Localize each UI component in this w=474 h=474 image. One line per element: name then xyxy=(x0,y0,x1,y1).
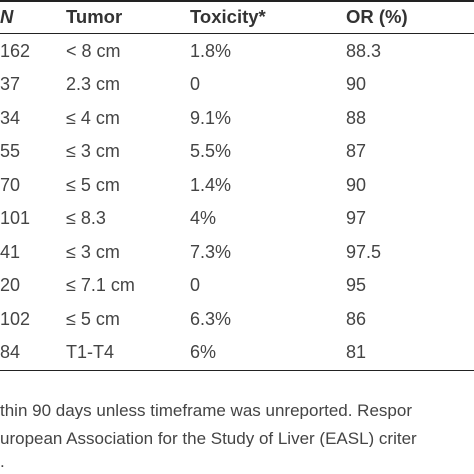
cell-or: 95 xyxy=(346,275,367,296)
cell-n: 84 xyxy=(0,342,21,363)
cell-n: 55 xyxy=(0,141,21,162)
cell-tumor: ≤ 7.1 cm xyxy=(66,275,135,296)
table-row: 162 < 8 cm 1.8% 88.3 xyxy=(0,34,474,68)
cell-toxicity: 5.5% xyxy=(190,141,232,162)
cell-or: 81 xyxy=(346,342,367,363)
cell-or: 90 xyxy=(346,74,367,95)
cell-n: 41 xyxy=(0,241,21,262)
header-or: OR (%) xyxy=(346,5,408,27)
table-row: 55 ≤ 3 cm 5.5% 87 xyxy=(0,135,474,169)
cell-tumor: ≤ 4 cm xyxy=(66,107,120,128)
cell-toxicity: 7.3% xyxy=(190,241,232,262)
header-rule xyxy=(0,33,474,34)
cell-n: 102 xyxy=(0,308,31,329)
cell-tumor: < 8 cm xyxy=(66,40,121,61)
cell-or: 88 xyxy=(346,107,367,128)
cell-n: 162 xyxy=(0,40,31,61)
cell-n: 20 xyxy=(0,275,21,296)
header-n: N xyxy=(0,5,14,27)
cell-toxicity: 0 xyxy=(190,275,201,296)
cell-or: 97.5 xyxy=(346,241,382,262)
table-row: 34 ≤ 4 cm 9.1% 88 xyxy=(0,101,474,135)
cell-or: 90 xyxy=(346,174,367,195)
cell-tumor: T1-T4 xyxy=(66,342,115,363)
table-header-row: N Tumor Toxicity* OR (%) xyxy=(0,0,474,34)
table-row: 101 ≤ 8.3 4% 97 xyxy=(0,202,474,236)
cell-n: 34 xyxy=(0,107,21,128)
cell-toxicity: 1.4% xyxy=(190,174,232,195)
cell-toxicity: 6% xyxy=(190,342,217,363)
cell-n: 37 xyxy=(0,74,21,95)
table-row: 41 ≤ 3 cm 7.3% 97.5 xyxy=(0,235,474,269)
cell-toxicity: 4% xyxy=(190,208,217,229)
cell-tumor: ≤ 3 cm xyxy=(66,141,120,162)
cell-or: 87 xyxy=(346,141,367,162)
table-bottom-rule xyxy=(0,370,474,371)
table-top-rule xyxy=(0,0,474,2)
table-row: 70 ≤ 5 cm 1.4% 90 xyxy=(0,168,474,202)
results-table: N Tumor Toxicity* OR (%) 162 < 8 cm 1.8%… xyxy=(0,0,474,370)
table-row: 20 ≤ 7.1 cm 0 95 xyxy=(0,269,474,303)
cell-n: 101 xyxy=(0,208,31,229)
cell-or: 97 xyxy=(346,208,367,229)
cell-toxicity: 1.8% xyxy=(190,40,232,61)
footnote-line-3: . xyxy=(0,453,5,470)
cell-toxicity: 9.1% xyxy=(190,107,232,128)
table-row: 84 T1-T4 6% 81 xyxy=(0,336,474,370)
cell-tumor: 2.3 cm xyxy=(66,74,121,95)
footnote-line-1: thin 90 days unless timeframe was unrepo… xyxy=(0,402,412,419)
cell-tumor: ≤ 8.3 xyxy=(66,208,106,229)
cell-tumor: ≤ 5 cm xyxy=(66,308,120,329)
header-tumor: Tumor xyxy=(66,5,123,27)
cell-tumor: ≤ 3 cm xyxy=(66,241,120,262)
cell-n: 70 xyxy=(0,174,21,195)
cell-or: 86 xyxy=(346,308,367,329)
table-row: 37 2.3 cm 0 90 xyxy=(0,68,474,102)
cell-toxicity: 0 xyxy=(190,74,201,95)
footnote-line-2: uropean Association for the Study of Liv… xyxy=(0,430,417,447)
cell-tumor: ≤ 5 cm xyxy=(66,174,120,195)
header-toxicity: Toxicity* xyxy=(190,5,266,27)
cell-or: 88.3 xyxy=(346,40,382,61)
cell-toxicity: 6.3% xyxy=(190,308,232,329)
table-row: 102 ≤ 5 cm 6.3% 86 xyxy=(0,302,474,336)
